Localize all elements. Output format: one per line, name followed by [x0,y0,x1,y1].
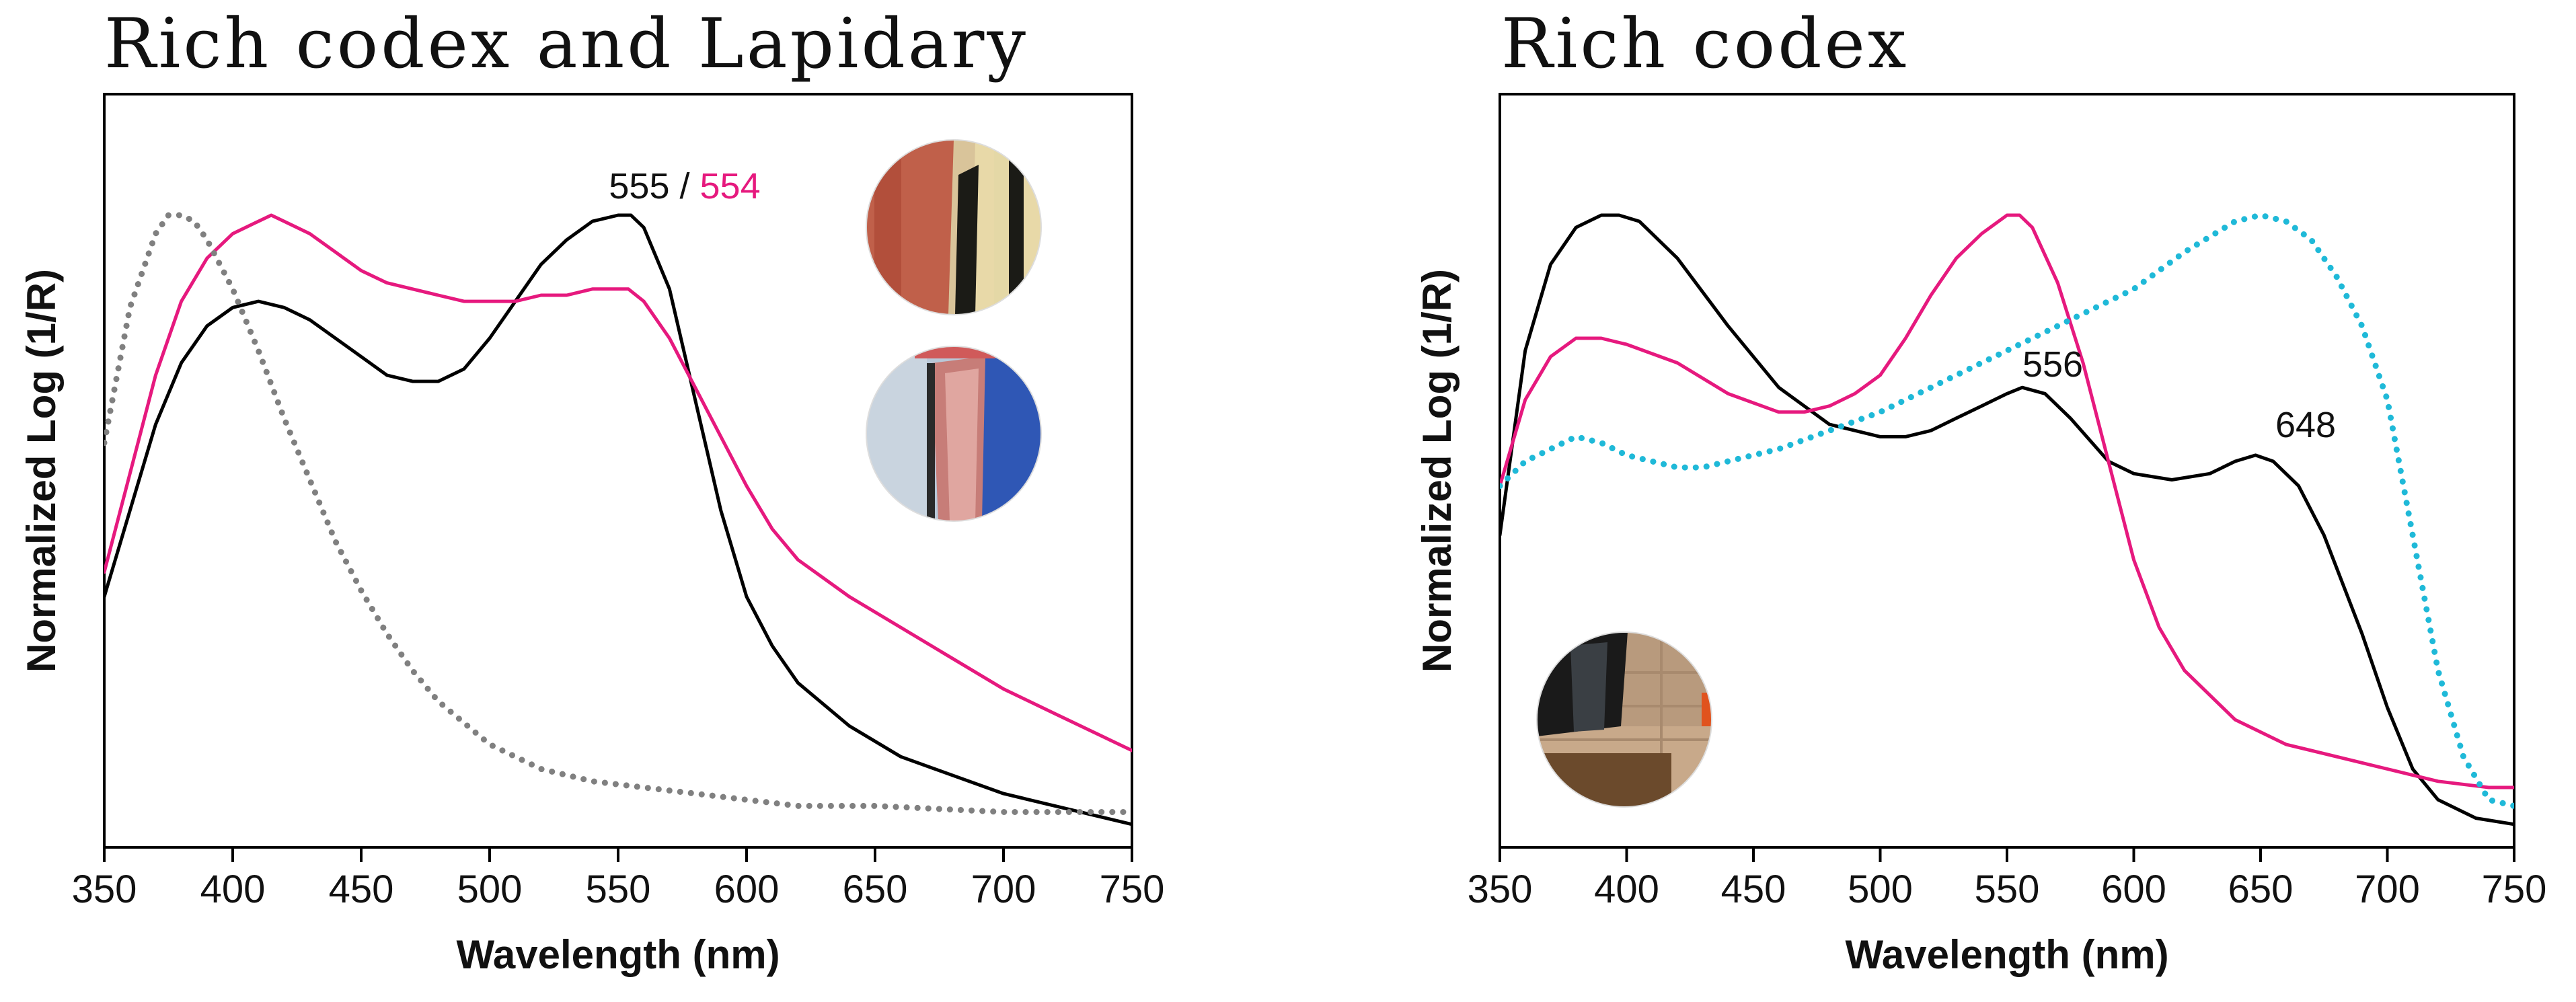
x-tick-label: 700 [971,868,1036,911]
x-tick-label: 650 [2228,868,2294,911]
x-tick-label: 600 [714,868,780,911]
peak-label-648: 648 [2275,405,2336,445]
peak-label-black: 555 [609,166,669,206]
x-tick-label: 500 [457,868,523,911]
x-tick-label: 550 [1975,868,2040,911]
x-tick-label: 650 [843,868,908,911]
x-tick-label: 400 [1594,868,1659,911]
peak-annotation: 555 / 554 [609,166,760,206]
x-axis-label: Wavelength (nm) [1845,932,2168,977]
x-tick-label: 450 [1721,868,1786,911]
pigment-sample-pink-blue [866,346,1041,521]
series-group [104,212,1132,826]
x-axis: 350 400 450 500 550 600 650 700 750 [72,847,1165,911]
panel-left: Rich codex and Lapidary 350 400 450 500 550 6… [19,4,1164,977]
inset-border [1536,631,1712,808]
panel-right: Rich codex 350 400 450 500 550 600 650 700 750 W… [1414,4,2546,977]
y-axis-label: Normalized Log (1/R) [1414,269,1460,672]
series-line-black [1500,213,2514,826]
y-axis-label: Normalized Log (1/R) [19,269,64,672]
x-tick-label: 750 [1100,868,1165,911]
x-tick-label: 500 [1848,868,1913,911]
x-axis: 350 400 450 500 550 600 650 700 750 [1468,847,2547,911]
x-tick-label: 750 [2482,868,2547,911]
chart-title: Rich codex [1501,4,1909,84]
pigment-sample-dark-brown [1537,632,1712,807]
x-tick-label: 400 [200,868,266,911]
chart-title: Rich codex and Lapidary [104,4,1028,84]
x-tick-label: 600 [2101,868,2166,911]
inset-border [866,346,1042,522]
peak-label-sep: / [669,166,699,206]
series-line-rich-codex [104,213,1132,826]
pigment-sample-red-beige [866,140,1041,315]
x-tick-label: 350 [1468,868,1533,911]
series-line-magenta [1500,213,2514,789]
x-tick-label: 700 [2355,868,2420,911]
peak-label-magenta: 554 [700,166,761,206]
peak-label-556: 556 [2022,344,2083,385]
series-group [1500,212,2514,826]
inset-border [866,139,1042,315]
x-tick-label: 450 [329,868,394,911]
x-tick-label: 550 [586,868,651,911]
series-line-lapidary [104,213,1132,753]
x-tick-label: 350 [72,868,137,911]
x-axis-label: Wavelength (nm) [456,932,780,977]
